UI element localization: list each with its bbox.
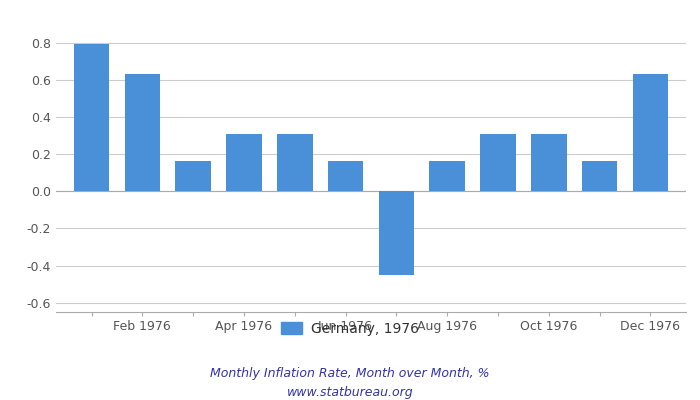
Bar: [633, 74, 668, 191]
Bar: [74, 44, 109, 191]
Bar: [125, 74, 160, 191]
Bar: [226, 134, 262, 191]
Legend: Germany, 1976: Germany, 1976: [276, 316, 424, 341]
Bar: [328, 162, 363, 191]
Bar: [379, 191, 414, 275]
Text: www.statbureau.org: www.statbureau.org: [287, 386, 413, 399]
Bar: [480, 134, 516, 191]
Bar: [582, 162, 617, 191]
Bar: [176, 162, 211, 191]
Bar: [277, 134, 313, 191]
Text: Monthly Inflation Rate, Month over Month, %: Monthly Inflation Rate, Month over Month…: [210, 368, 490, 380]
Bar: [429, 162, 465, 191]
Bar: [531, 134, 566, 191]
